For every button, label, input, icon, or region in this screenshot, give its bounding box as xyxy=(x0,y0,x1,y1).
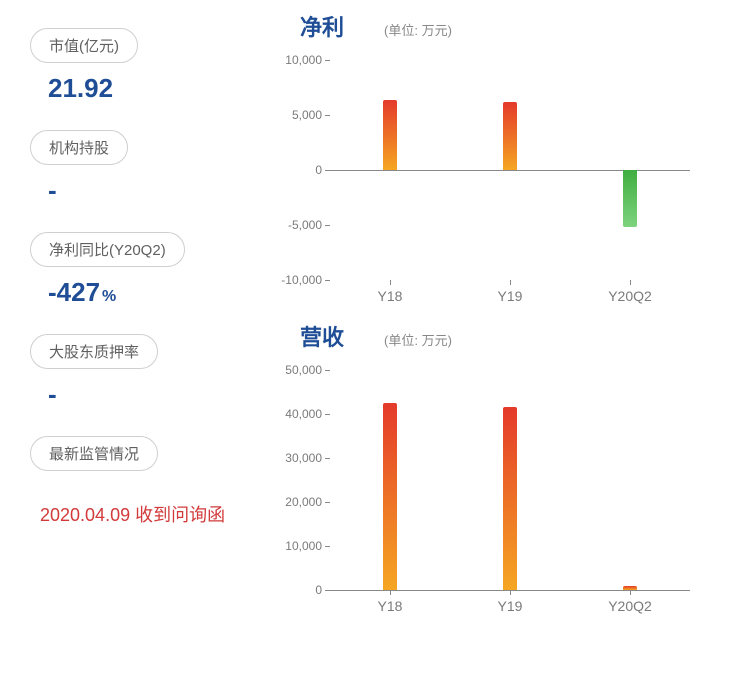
stat-label: 市值(亿元) xyxy=(30,28,138,63)
y-axis-label: 20,000 xyxy=(285,495,330,509)
stat-block-regulatory: 最新监管情况 xyxy=(30,428,240,471)
chart-plot-area: 010,00020,00030,00040,00050,000Y18Y19Y20… xyxy=(260,360,700,620)
revenue-chart: 营收 (单位: 万元) 010,00020,00030,00040,00050,… xyxy=(260,320,730,620)
chart-bar xyxy=(503,102,517,170)
stat-value: - xyxy=(30,165,240,224)
y-axis-label: 10,000 xyxy=(285,539,330,553)
chart-unit: (单位: 万元) xyxy=(384,330,452,349)
chart-unit: (单位: 万元) xyxy=(384,20,452,39)
chart-bar xyxy=(383,100,397,170)
chart-title: 净利 xyxy=(300,10,344,42)
chart-bar xyxy=(383,403,397,590)
y-axis-label: 30,000 xyxy=(285,451,330,465)
stat-block-market-cap: 市值(亿元) 21.92 xyxy=(30,20,240,122)
stat-value: - xyxy=(30,369,240,428)
charts-panel: 净利 (单位: 万元) -10,000-5,00005,00010,000Y18… xyxy=(260,0,750,676)
stat-value: -427% xyxy=(30,267,240,326)
y-axis-label: 40,000 xyxy=(285,407,330,421)
stat-block-pledge-rate: 大股东质押率 - xyxy=(30,326,240,428)
y-axis-label: -5,000 xyxy=(288,218,330,232)
chart-bar xyxy=(503,407,517,590)
stat-block-profit-yoy: 净利同比(Y20Q2) -427% xyxy=(30,224,240,326)
regulatory-note: 2020.04.09 收到问询函 xyxy=(30,501,240,527)
stat-value: 21.92 xyxy=(30,63,240,122)
chart-plot-area: -10,000-5,00005,00010,000Y18Y19Y20Q2 xyxy=(260,50,700,310)
net-profit-chart: 净利 (单位: 万元) -10,000-5,00005,00010,000Y18… xyxy=(260,10,730,310)
chart-bar xyxy=(623,170,637,227)
stats-panel: 市值(亿元) 21.92 机构持股 - 净利同比(Y20Q2) -427% 大股… xyxy=(0,0,260,676)
stat-block-institutional: 机构持股 - xyxy=(30,122,240,224)
stat-label: 大股东质押率 xyxy=(30,334,158,369)
y-axis-label: -10,000 xyxy=(281,273,330,287)
y-axis-label: 10,000 xyxy=(285,53,330,67)
chart-title: 营收 xyxy=(300,320,344,352)
stat-label: 净利同比(Y20Q2) xyxy=(30,232,185,267)
stat-label: 最新监管情况 xyxy=(30,436,158,471)
stat-label: 机构持股 xyxy=(30,130,128,165)
y-axis-label: 50,000 xyxy=(285,363,330,377)
